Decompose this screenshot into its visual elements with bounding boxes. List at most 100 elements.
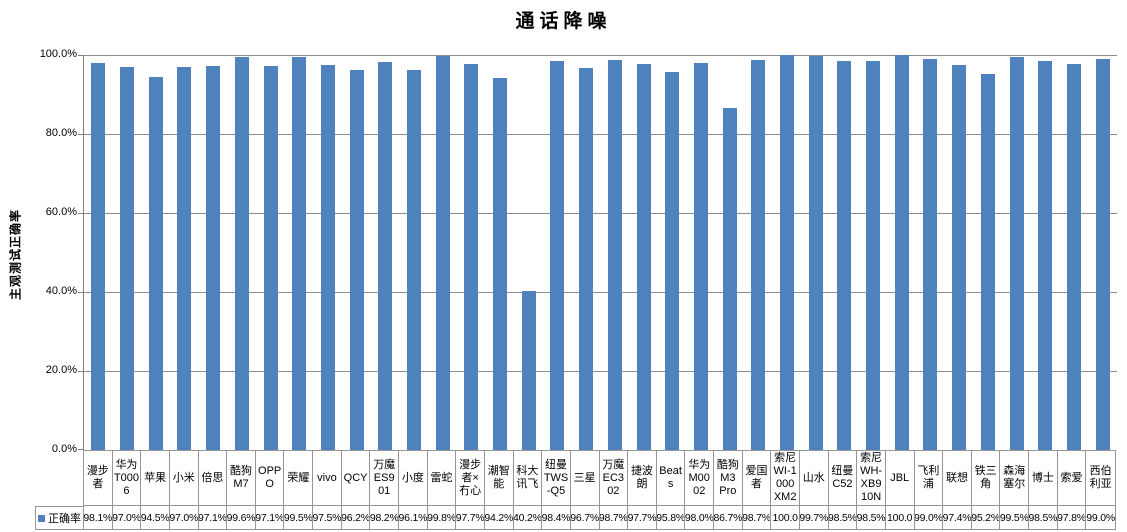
y-axis-tick-mark — [78, 449, 84, 450]
bar-博士 — [1038, 60, 1053, 450]
category-cell: 万魔ES901 — [370, 451, 400, 506]
y-axis-tick-mark — [78, 213, 84, 214]
bar-纽曼TWS-Q5 — [550, 61, 565, 450]
value-cell: 98.5% — [857, 506, 886, 529]
bar-万魔EC302 — [607, 60, 622, 450]
category-cell: OPPO — [255, 451, 285, 506]
category-cell: 西伯利亚 — [1086, 451, 1115, 506]
category-cell: 小度 — [399, 451, 428, 506]
value-cell: 98.5% — [1029, 506, 1058, 529]
category-cell: 山水 — [799, 451, 829, 506]
y-axis-tick-mark — [78, 134, 84, 135]
plot-area — [78, 55, 1117, 450]
y-axis-tick-mark — [78, 292, 84, 293]
value-cell: 97.0% — [170, 506, 199, 529]
data-table: 漫步者 华为T0006 苹果 小米 倍思 酷狗M7 OPPO 荣耀 vivo QCY 万魔ES901… — [83, 450, 1116, 530]
y-tick-label: 100.0% — [39, 48, 77, 60]
bar-OPPO — [263, 66, 278, 450]
value-cell: 97.7% — [456, 506, 485, 529]
value-cell: 99.0% — [915, 506, 944, 529]
category-cell: 万魔EC302 — [599, 451, 629, 506]
category-cell: 飞利浦 — [914, 451, 944, 506]
value-cell: 94.5% — [141, 506, 170, 529]
category-cell: 华为M0002 — [685, 451, 715, 506]
bar-vivo — [320, 64, 335, 450]
value-cell: 96.1% — [399, 506, 428, 529]
bar-Beats — [665, 71, 680, 450]
category-cell: 爱国者 — [742, 451, 772, 506]
gridline — [84, 55, 1117, 56]
y-tick-label: 20.0% — [45, 364, 77, 376]
bar-三星 — [579, 68, 594, 450]
value-cell: 96.7% — [571, 506, 600, 529]
value-cell: 99.0% — [1086, 511, 1115, 524]
bar-索爱 — [1066, 63, 1081, 450]
category-cell: 科大讯飞 — [513, 451, 543, 506]
category-cell: 铁三角 — [971, 451, 1001, 506]
bar-苹果 — [148, 76, 163, 450]
gridline — [84, 213, 1117, 214]
category-cell: 索尼WI-1000XM2 — [771, 451, 800, 506]
category-cell: 森海塞尔 — [1000, 451, 1030, 506]
value-cell: 97.7% — [628, 506, 657, 529]
y-tick-label: 0.0% — [51, 443, 77, 455]
y-axis-tick-mark — [78, 371, 84, 372]
value-cell: 40.2% — [514, 506, 543, 529]
bar-索尼WI-1000XM2 — [780, 55, 794, 450]
value-cell: 99.5% — [284, 506, 314, 529]
gridline — [84, 371, 1117, 372]
bar-荣耀 — [292, 56, 307, 450]
value-cell: 97.1% — [199, 506, 228, 529]
value-cell: 100.0 — [771, 506, 800, 529]
legend-label: 正确率 — [48, 513, 81, 525]
y-axis-tick-mark — [78, 55, 84, 56]
bar-小米 — [177, 66, 192, 450]
category-cell: 纽曼C52 — [828, 451, 858, 506]
category-cell: JBL — [885, 451, 915, 506]
bar-华为T0006 — [120, 66, 135, 450]
value-cell: 97.4% — [943, 506, 972, 529]
value-cell: 95.8% — [657, 506, 686, 529]
category-cell: 联想 — [943, 451, 972, 506]
bar-铁三角 — [980, 73, 995, 450]
value-cell: 98.5% — [829, 506, 858, 529]
y-tick-label: 60.0% — [45, 206, 77, 218]
value-cell: 86.7% — [714, 506, 743, 529]
legend: 正确率 — [35, 506, 84, 530]
category-cell: vivo — [313, 451, 342, 506]
category-cell: 苹果 — [141, 451, 170, 506]
bar-森海塞尔 — [1009, 56, 1024, 450]
bar-华为M0002 — [693, 62, 708, 450]
category-cell: 纽曼TWS-Q5 — [542, 451, 571, 506]
bar-万魔ES901 — [378, 62, 393, 450]
value-cell: 98.7% — [600, 506, 629, 529]
category-cell: QCY — [341, 451, 371, 506]
bar-索尼WH-XB910N — [866, 60, 881, 450]
bar-酷狗M7 — [234, 56, 249, 450]
category-cell: 漫步者 — [84, 451, 113, 506]
value-cell: 97.0% — [113, 506, 142, 529]
y-tick-label: 40.0% — [45, 285, 77, 297]
bar-雷蛇 — [435, 55, 450, 450]
category-cell: 小米 — [169, 451, 199, 506]
category-cell: 三星 — [570, 451, 600, 506]
category-cell: 酷狗M7 — [227, 451, 256, 506]
category-cell: 倍思 — [198, 451, 228, 506]
value-cell: 97.5% — [313, 506, 342, 529]
category-cell: 华为T0006 — [112, 451, 142, 506]
y-tick-label: 80.0% — [45, 127, 77, 139]
value-cell: 98.1% — [84, 506, 113, 529]
value-cell: 98.4% — [542, 506, 571, 529]
bar-飞利浦 — [923, 58, 938, 450]
category-cell: 雷蛇 — [427, 451, 457, 506]
value-cell: 98.7% — [743, 506, 772, 529]
value-cell: 97.8% — [1058, 506, 1087, 529]
category-cell: 索爱 — [1057, 451, 1087, 506]
category-cell: 荣耀 — [284, 451, 314, 506]
category-cell: 潮智能 — [484, 451, 514, 506]
bar-小度 — [406, 70, 421, 450]
bar-山水 — [808, 56, 823, 450]
value-cell: 99.8% — [428, 506, 457, 529]
bar-倍思 — [206, 66, 221, 450]
